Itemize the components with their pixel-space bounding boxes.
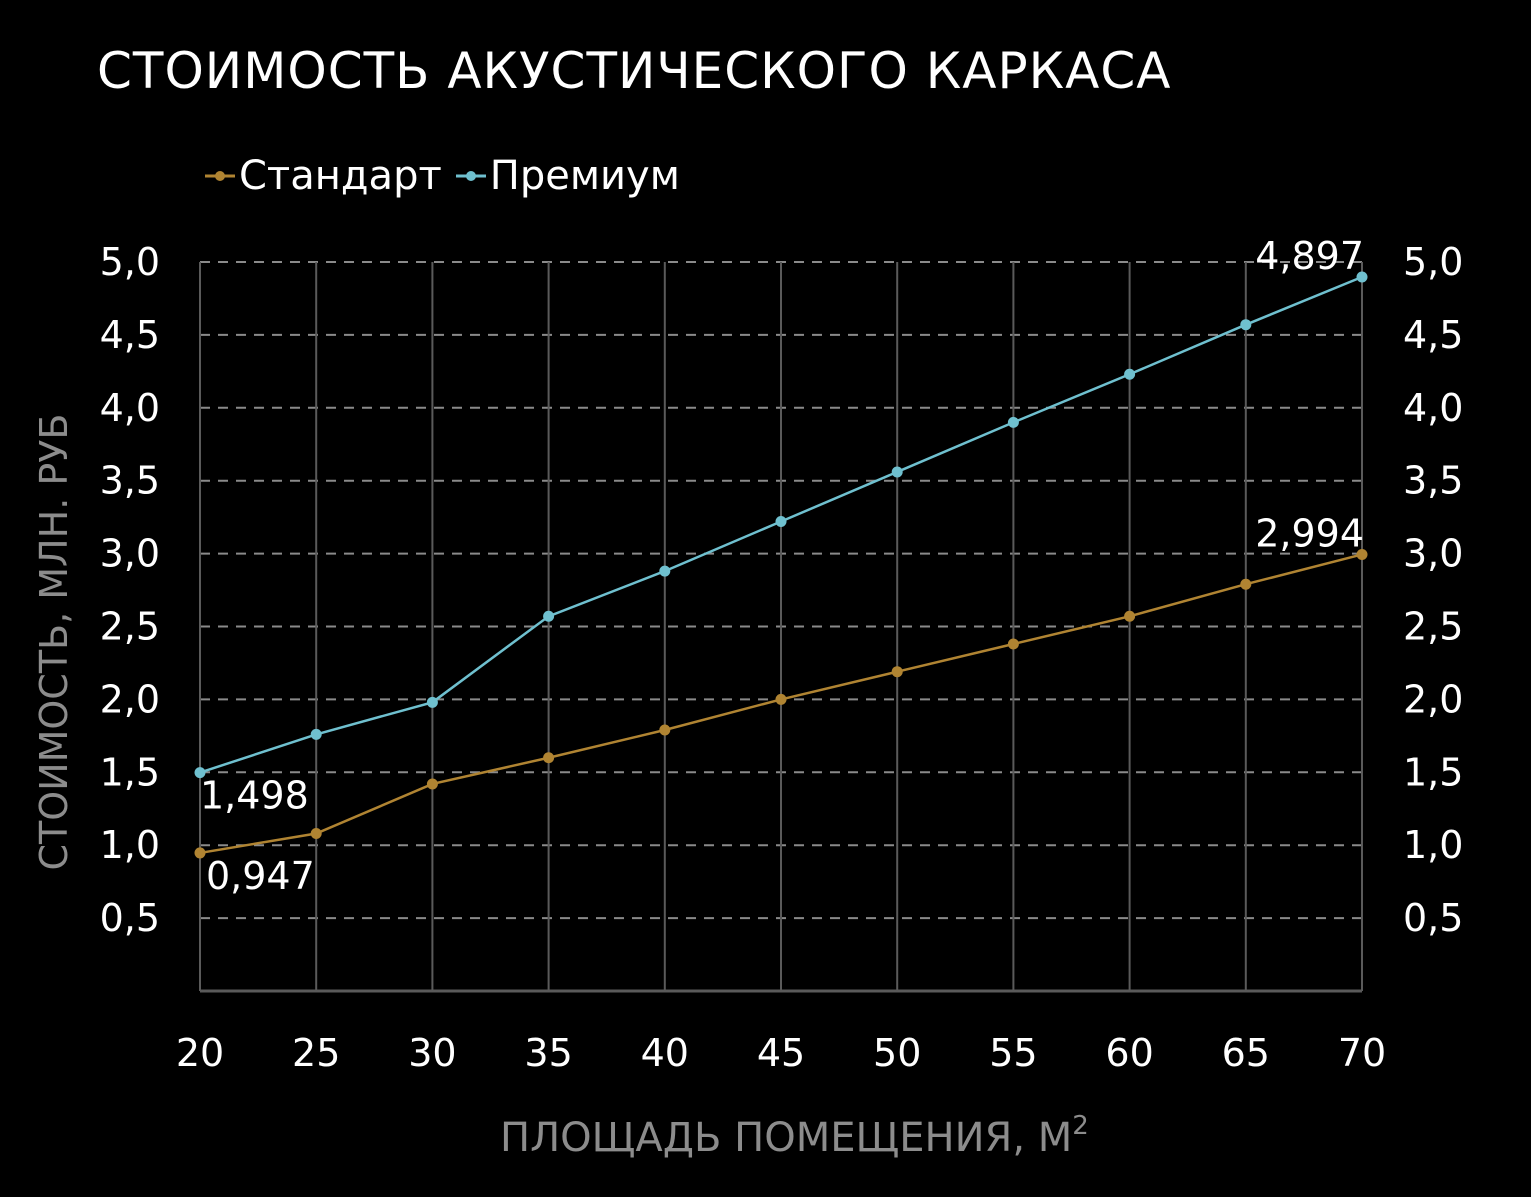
data-point-1-10 (1356, 271, 1368, 283)
legend-label-premium: Премиум (489, 153, 680, 199)
y-tick-label-right-4: 2,5 (1403, 605, 1463, 649)
x-tick-label-4: 40 (641, 1031, 689, 1075)
y-tick-label-left-9: 5,0 (100, 240, 160, 284)
data-label-1-1: 4,897 (1255, 234, 1364, 278)
x-tick-label-2: 30 (408, 1031, 456, 1075)
y-tick-label-left-4: 2,5 (100, 605, 160, 649)
legend: Стандарт Премиум (205, 150, 694, 202)
y-tick-label-left-0: 0,5 (100, 896, 160, 940)
y-tick-label-right-6: 3,5 (1403, 459, 1463, 503)
y-tick-label-right-3: 2,0 (1403, 677, 1463, 721)
data-point-0-8 (1124, 610, 1136, 622)
data-label-1-0: 1,498 (200, 774, 309, 818)
y-tick-label-right-0: 0,5 (1403, 896, 1463, 940)
x-axis-title-superscript: 2 (1072, 1111, 1089, 1141)
x-tick-label-3: 35 (524, 1031, 572, 1075)
x-tick-label-10: 70 (1338, 1031, 1386, 1075)
y-tick-label-left-7: 4,0 (100, 386, 160, 430)
y-tick-label-right-7: 4,0 (1403, 386, 1463, 430)
y-tick-label-right-1: 1,0 (1403, 823, 1463, 867)
y-tick-label-left-1: 1,0 (100, 823, 160, 867)
data-point-1-0 (194, 767, 206, 779)
data-point-1-8 (1124, 368, 1136, 380)
data-point-0-4 (659, 724, 671, 736)
data-label-0-1: 2,994 (1255, 511, 1364, 555)
legend-item-premium: Премиум (455, 153, 680, 199)
data-point-0-2 (426, 778, 438, 790)
legend-marker-standard-icon (205, 156, 237, 196)
y-tick-label-left-5: 3,0 (100, 532, 160, 576)
x-tick-label-9: 65 (1222, 1031, 1270, 1075)
y-tick-label-left-3: 2,0 (100, 677, 160, 721)
data-point-0-6 (891, 666, 903, 678)
chart-title: СТОИМОСТЬ АКУСТИЧЕСКОГО КАРКАСА (97, 42, 1172, 100)
y-tick-label-left-2: 1,5 (100, 750, 160, 794)
y-tick-label-right-5: 3,0 (1403, 532, 1463, 576)
x-tick-label-5: 45 (757, 1031, 805, 1075)
data-point-0-5 (775, 693, 787, 705)
data-point-0-10 (1356, 548, 1368, 560)
data-point-1-7 (1007, 416, 1019, 428)
data-point-0-1 (310, 828, 322, 840)
data-point-1-9 (1240, 319, 1252, 331)
x-tick-label-7: 55 (989, 1031, 1037, 1075)
data-point-1-3 (543, 610, 555, 622)
x-tick-label-6: 50 (873, 1031, 921, 1075)
legend-marker-premium-icon (455, 156, 488, 196)
data-point-0-9 (1240, 578, 1252, 590)
data-label-0-0: 0,947 (206, 854, 315, 898)
data-point-1-5 (775, 516, 787, 528)
x-axis-title: ПЛОЩАДЬ ПОМЕЩЕНИЯ, М2 (500, 1111, 1089, 1161)
data-point-1-4 (659, 565, 671, 577)
legend-item-standard: Стандарт (205, 153, 442, 199)
y-tick-label-right-8: 4,5 (1403, 313, 1463, 357)
x-tick-label-0: 20 (176, 1031, 224, 1075)
legend-label-standard: Стандарт (239, 153, 442, 199)
data-point-1-6 (891, 466, 903, 478)
x-tick-label-8: 60 (1105, 1031, 1153, 1075)
x-tick-label-1: 25 (292, 1031, 340, 1075)
x-axis-title-text: ПЛОЩАДЬ ПОМЕЩЕНИЯ, М (500, 1115, 1073, 1161)
y-tick-label-left-8: 4,5 (100, 313, 160, 357)
data-point-0-7 (1007, 638, 1019, 650)
data-point-1-1 (310, 728, 322, 740)
data-point-1-2 (426, 696, 438, 708)
data-point-0-3 (543, 752, 555, 764)
y-tick-label-left-6: 3,5 (100, 459, 160, 503)
y-tick-label-right-9: 5,0 (1403, 240, 1463, 284)
y-tick-label-right-2: 1,5 (1403, 750, 1463, 794)
data-point-0-0 (194, 847, 206, 859)
